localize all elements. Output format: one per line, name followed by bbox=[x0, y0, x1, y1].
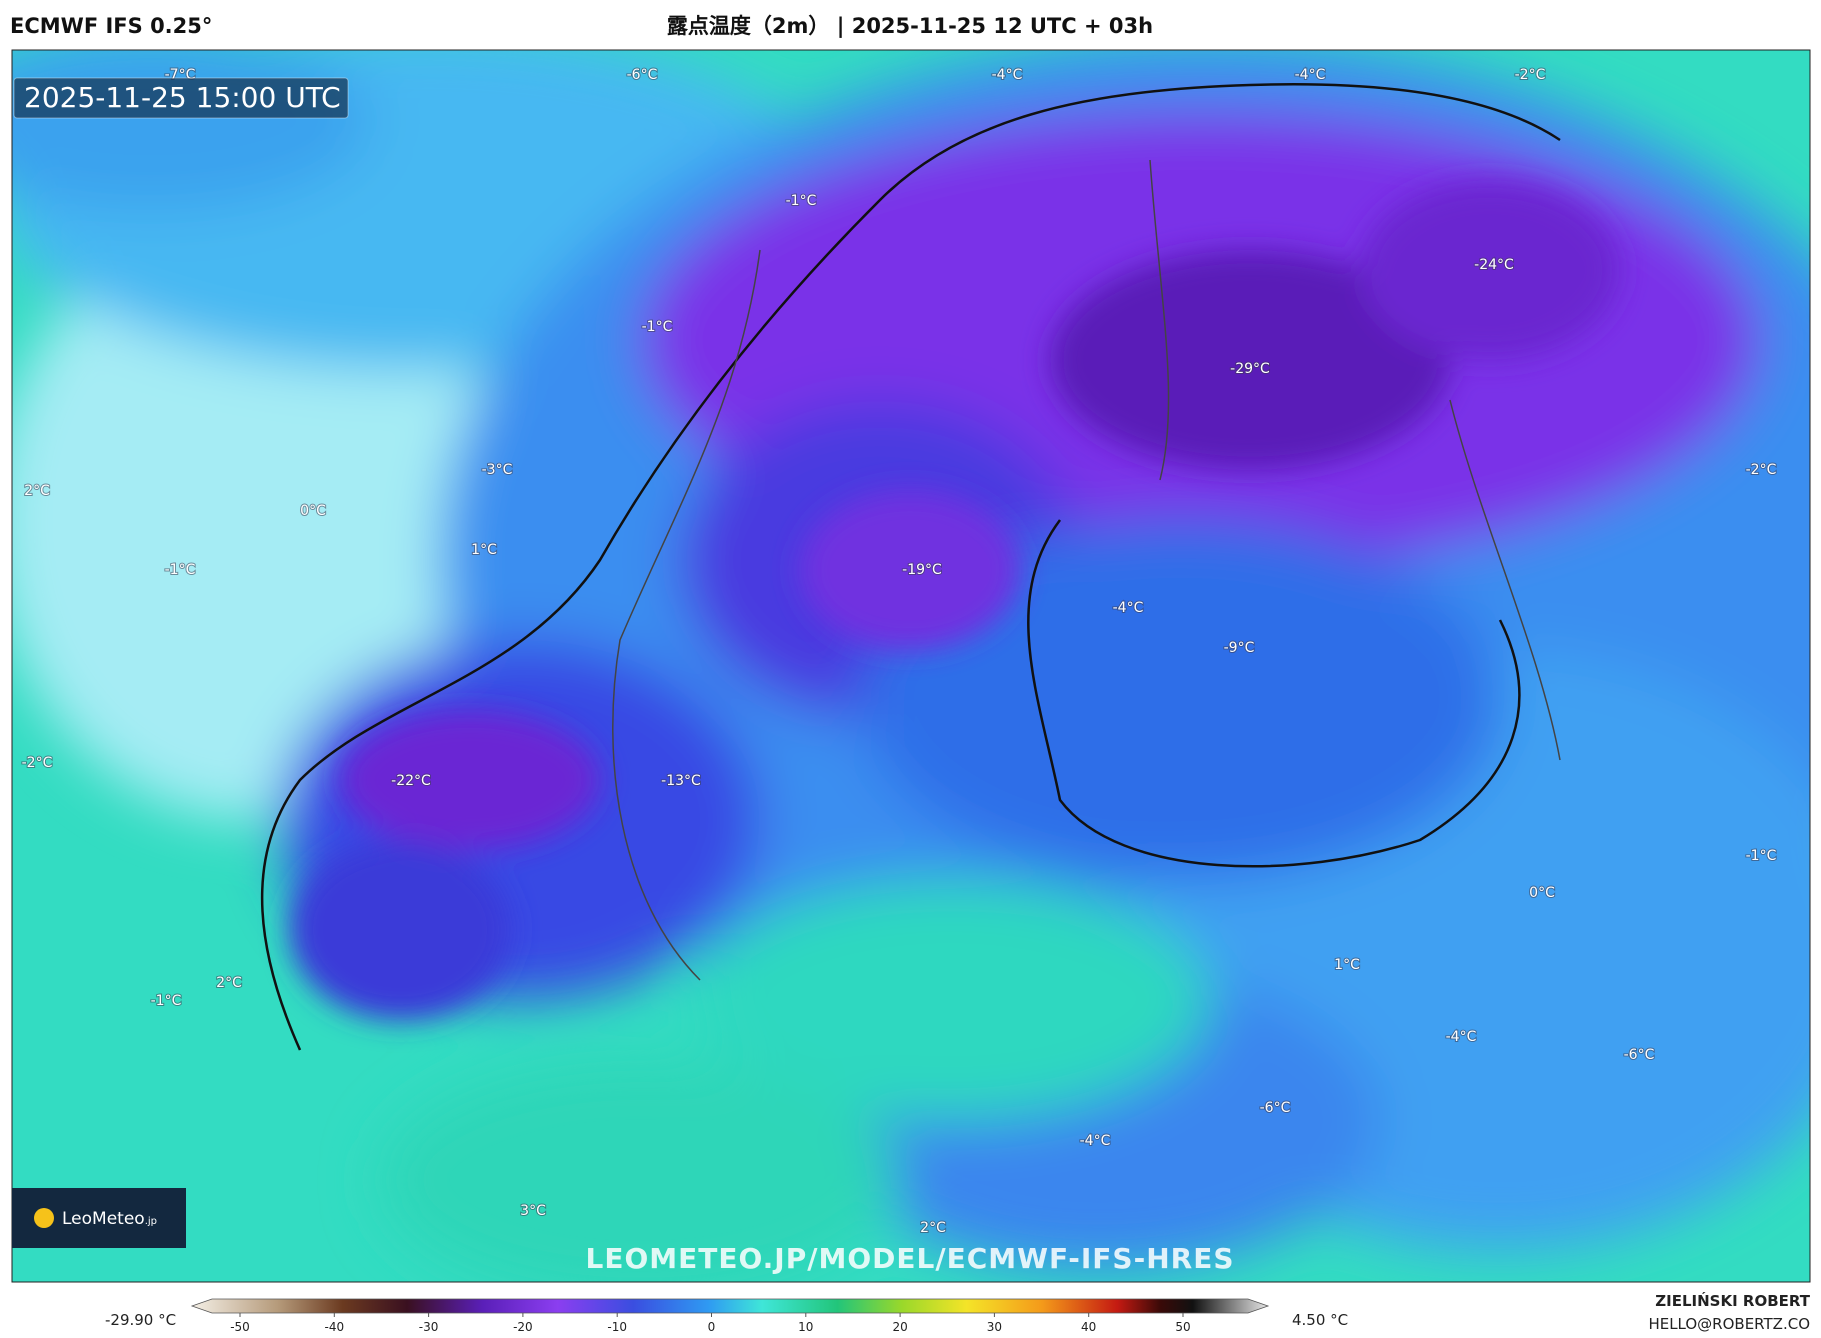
logo-sun bbox=[34, 1208, 54, 1228]
colorbar bbox=[190, 1298, 1270, 1314]
coastline bbox=[260, 82, 1561, 1051]
contour-label: 1°C bbox=[1334, 957, 1360, 973]
colorbar-tick-label: 0 bbox=[708, 1320, 716, 1334]
contour-label: 2°C bbox=[216, 975, 242, 991]
contour-label: -4°C bbox=[1080, 1133, 1111, 1149]
contour-label: -19°C bbox=[902, 562, 942, 578]
logo-suffix: .jp bbox=[145, 1216, 157, 1227]
logo-name: LeoMeteo bbox=[62, 1209, 145, 1229]
contour-label: -9°C bbox=[1224, 640, 1255, 656]
contour-label: -6°C bbox=[627, 67, 658, 83]
contour-label: 0°C bbox=[1529, 885, 1555, 901]
colorbar-tick-label: -50 bbox=[230, 1320, 250, 1334]
contour-label: -1°C bbox=[642, 319, 673, 335]
watermark: LEOMETEO.JP/MODEL/ECMWF-IFS-HRES bbox=[585, 1242, 1234, 1275]
colorbar-ticks: -50 -40 -30 -20 -10 0 10 20 30 40 50 bbox=[230, 1313, 1191, 1334]
map-title: 露点温度（2m） | 2025-11-25 12 UTC + 03h bbox=[667, 14, 1153, 39]
colorbar-tick-label: 30 bbox=[987, 1320, 1002, 1334]
contour-label: -4°C bbox=[992, 67, 1023, 83]
contour-label: -6°C bbox=[1260, 1100, 1291, 1116]
contour-label: -4°C bbox=[1113, 600, 1144, 616]
contour-label: -29°C bbox=[1230, 361, 1270, 377]
cold-core bbox=[290, 180, 1620, 1020]
colorbar-tick-label: 10 bbox=[798, 1320, 813, 1334]
colorbar-min: -29.90 °C bbox=[105, 1311, 176, 1329]
model-name: ECMWF IFS 0.25° bbox=[10, 14, 212, 38]
contour-label: -2°C bbox=[22, 755, 53, 771]
contour-label: -1°C bbox=[151, 993, 182, 1009]
map-frame bbox=[11, 49, 1811, 1283]
logo-text: LeoMeteo.jp bbox=[62, 1209, 157, 1229]
contour-label: -3°C bbox=[482, 462, 513, 478]
colorbar-max: 4.50 °C bbox=[1292, 1311, 1348, 1329]
colorbar-tick-label: -20 bbox=[513, 1320, 533, 1334]
colorbar-tick-label: 20 bbox=[892, 1320, 907, 1334]
borders bbox=[612, 159, 1561, 981]
colorbar-tick-label: 50 bbox=[1175, 1320, 1190, 1334]
contour-label: -1°C bbox=[165, 562, 196, 578]
colorbar-tick-label: -10 bbox=[607, 1320, 627, 1334]
contour-label: -24°C bbox=[1474, 257, 1514, 273]
colorbar-tick-label: -30 bbox=[419, 1320, 439, 1334]
contour-label: -1°C bbox=[786, 193, 817, 209]
colorbar-tick-label: 40 bbox=[1081, 1320, 1096, 1334]
map-area bbox=[12, 50, 1810, 1282]
contour-label: -4°C bbox=[1446, 1029, 1477, 1045]
contour-label: -22°C bbox=[391, 773, 431, 789]
contour-label: -2°C bbox=[1746, 462, 1777, 478]
contour-label: 1°C bbox=[471, 542, 497, 558]
contour-label: -2°C bbox=[1515, 67, 1546, 83]
email: HELLO@ROBERTZ.CO bbox=[1648, 1315, 1810, 1333]
contour-label: 2°C bbox=[24, 483, 50, 499]
timestamp-box bbox=[13, 77, 349, 119]
contour-label: 2°C bbox=[920, 1220, 946, 1236]
contour-label: 0°C bbox=[300, 503, 326, 519]
timestamp: 2025-11-25 15:00 UTC bbox=[24, 81, 341, 114]
contour-label: -13°C bbox=[661, 773, 701, 789]
author: ZIELIŃSKI ROBERT bbox=[1655, 1291, 1810, 1310]
contour-label: 3°C bbox=[520, 1203, 546, 1219]
contour-label: -4°C bbox=[1295, 67, 1326, 83]
colorbar-tick-label: -40 bbox=[324, 1320, 344, 1334]
contour-label: -6°C bbox=[1624, 1047, 1655, 1063]
contour-label: -1°C bbox=[1746, 848, 1777, 864]
